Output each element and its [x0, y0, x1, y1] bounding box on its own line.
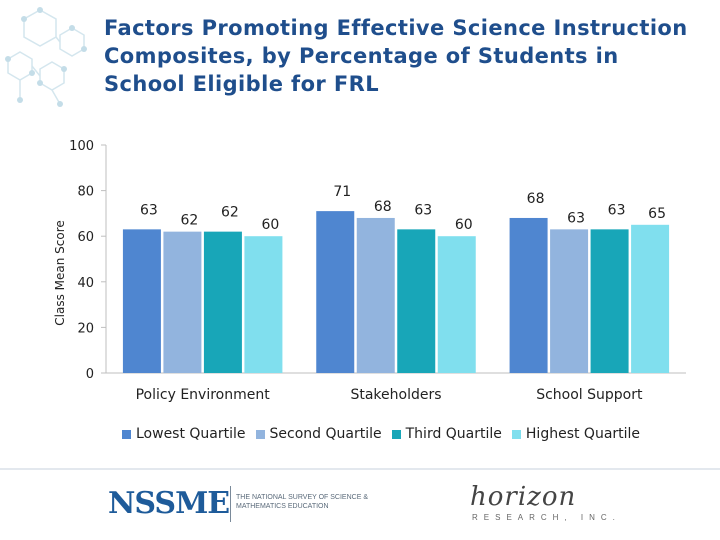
y-tick-label: 0 [86, 367, 94, 382]
legend-item: Third Quartile [391, 426, 502, 442]
bar [163, 231, 202, 373]
legend-item: Lowest Quartile [122, 426, 246, 442]
bar [550, 229, 589, 373]
data-label: 63 [608, 202, 626, 218]
y-axis-title: Class Mean Score [53, 220, 67, 326]
bar [397, 229, 436, 373]
legend-item: Second Quartile [255, 426, 382, 442]
legend-label: Lowest Quartile [136, 426, 246, 442]
data-label: 71 [333, 184, 351, 200]
bar [122, 229, 161, 373]
bar-chart: 0 20 40 60 80 100 Class Mean Score 63 62 62 60 Poli… [53, 139, 686, 403]
bar [437, 236, 476, 373]
data-label: 62 [181, 213, 199, 229]
data-label: 63 [140, 202, 158, 218]
category-label: Stakeholders [350, 387, 441, 403]
data-label: 63 [414, 202, 432, 218]
y-tick-label: 60 [77, 230, 94, 245]
legend-label: Second Quartile [269, 426, 382, 442]
legend-label: Highest Quartile [525, 426, 641, 442]
data-label: 60 [262, 217, 280, 233]
slide-title: Factors Promoting Effective Science Inst… [104, 16, 688, 96]
legend-swatch [391, 429, 401, 439]
horizon-subtitle: RESEARCH, INC. [472, 513, 621, 522]
nssme-subtitle: The National Survey of Science & Mathema… [236, 494, 368, 510]
y-tick-label: 100 [69, 139, 94, 154]
horizon-logo: horizon [470, 482, 577, 512]
data-label: 62 [221, 205, 239, 221]
data-label: 65 [648, 206, 666, 222]
bar [244, 236, 283, 373]
category-label: School Support [536, 387, 643, 403]
legend-item: Highest Quartile [511, 426, 641, 442]
nssme-logo: NSSME [108, 486, 230, 521]
legend-swatch [255, 429, 265, 439]
y-tick-label: 40 [77, 276, 94, 291]
bar [509, 217, 548, 373]
hexagon-network-decoration [5, 7, 87, 107]
footer-divider [0, 468, 720, 470]
bar [316, 211, 355, 373]
legend-swatch [511, 429, 521, 439]
category-label: Policy Environment [136, 387, 271, 403]
legend-label: Third Quartile [405, 426, 502, 442]
y-tick-label: 20 [77, 321, 94, 336]
bar [203, 231, 242, 373]
bar [590, 229, 629, 373]
legend-swatch [122, 429, 131, 439]
logo-divider [230, 486, 231, 522]
data-label: 63 [567, 210, 585, 226]
data-label: 68 [374, 199, 392, 215]
bar [631, 224, 670, 373]
y-tick-label: 80 [77, 185, 94, 200]
data-label: 60 [455, 217, 473, 233]
data-label: 68 [527, 191, 545, 207]
chart-legend: Lowest Quartile Second Quartile Third Quar… [122, 426, 640, 442]
bar [356, 217, 395, 373]
